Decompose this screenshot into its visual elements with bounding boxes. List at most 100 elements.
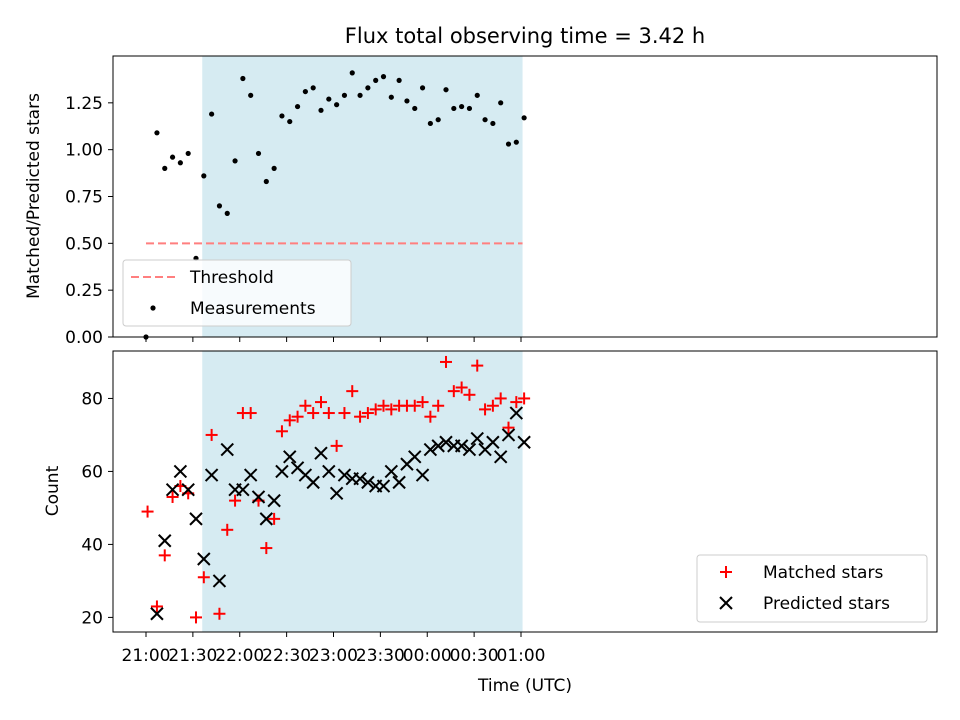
- bottom-legend-box: [696, 554, 928, 623]
- measurement-point: [154, 130, 160, 136]
- matched-star-point: [166, 490, 179, 503]
- top-y-tick-label: 0.50: [65, 234, 103, 254]
- matched-star-point: [471, 359, 484, 372]
- bottom-y-tick-label: 20: [81, 608, 103, 628]
- top-y-ticks: 0.00 0.25 0.50 0.75 1.00 1.25: [65, 94, 113, 348]
- matched-star-point: [244, 407, 257, 420]
- top-legend: Threshold Measurements: [122, 259, 352, 327]
- measurement-point: [263, 178, 269, 185]
- predicted-star-point: [322, 464, 336, 479]
- predicted-star-point: [431, 439, 445, 453]
- legend-matched-swatch: [720, 566, 732, 578]
- measurement-point: [451, 105, 457, 112]
- measurement-point: [255, 150, 262, 157]
- top-panel: 0.00 0.25 0.50 0.75 1.00 1.25 Flux total obse…: [24, 24, 938, 348]
- matched-star-point: [494, 392, 507, 405]
- matched-star-point: [330, 439, 343, 452]
- measurement-point: [302, 88, 308, 95]
- measurement-point: [505, 141, 512, 147]
- top-y-tick-label: 0.75: [65, 188, 103, 208]
- legend-predicted-label: Predicted stars: [763, 594, 890, 614]
- measurement-point: [341, 92, 348, 98]
- x-tick-label: 23:30: [356, 646, 405, 666]
- matched-star-point: [307, 407, 320, 420]
- bottom-x-ticks: 21:0021:3022:0022:3023:0023:3000:0000:30…: [122, 632, 546, 666]
- matched-star-point: [299, 399, 312, 412]
- measurement-point: [248, 92, 254, 98]
- measurement-point: [162, 165, 168, 171]
- legend-measurements-label: Measurements: [190, 299, 316, 319]
- predicted-star-point: [439, 435, 453, 449]
- predicted-star-point: [337, 468, 352, 482]
- measurement-point: [380, 74, 387, 80]
- bottom-y-axis-label: Count: [43, 465, 63, 516]
- matched-star-point: [455, 381, 468, 394]
- matched-star-point: [518, 392, 531, 405]
- top-chart-title: Flux total observing time = 3.42 h: [345, 24, 705, 48]
- matched-star-point: [260, 542, 273, 555]
- x-tick-label: 22:00: [215, 646, 264, 666]
- measurement-point: [513, 139, 519, 145]
- matched-star-point: [346, 385, 359, 398]
- top-y-tick-label: 1.25: [65, 94, 103, 114]
- predicted-star-point: [212, 574, 227, 588]
- measurement-point: [357, 92, 363, 98]
- predicted-star-point: [259, 512, 274, 526]
- measurement-point: [169, 154, 176, 160]
- predicted-star-point: [314, 446, 328, 460]
- measurement-point: [294, 103, 301, 110]
- top-y-tick-label: 0.00: [65, 328, 103, 348]
- matched-star-point: [190, 611, 202, 624]
- measurement-point: [490, 120, 496, 127]
- matched-star-point: [229, 494, 242, 507]
- matched-star-point: [486, 399, 499, 412]
- predicted-star-point: [306, 475, 320, 490]
- matched-star-point: [221, 523, 234, 536]
- x-tick-label: 01:00: [497, 646, 546, 666]
- top-y-tick-label: 1.00: [65, 141, 103, 161]
- x-tick-label: 00:00: [403, 646, 452, 666]
- matched-star-point: [369, 403, 382, 416]
- measurement-points: [143, 70, 527, 340]
- matched-star-point: [502, 421, 515, 434]
- measurement-point: [412, 105, 418, 112]
- measurement-point: [177, 160, 183, 166]
- matched-star-point: [432, 399, 445, 412]
- measurement-point: [427, 120, 433, 127]
- matched-star-point: [510, 396, 523, 409]
- predicted-star-points: [150, 406, 531, 621]
- measurement-point: [240, 75, 246, 82]
- predicted-star-point: [329, 486, 344, 501]
- measurement-point: [334, 102, 340, 108]
- measurement-point: [482, 117, 488, 123]
- predicted-star-point: [353, 472, 367, 486]
- bottom-y-tick-label: 60: [81, 462, 103, 482]
- measurement-point: [209, 111, 215, 117]
- measurement-point: [435, 117, 441, 123]
- measurement-point: [443, 87, 449, 93]
- bottom-observing-shade: [202, 351, 523, 632]
- legend-predicted-swatch: [719, 596, 733, 610]
- predicted-star-point: [423, 442, 438, 457]
- predicted-star-point: [275, 464, 289, 479]
- predicted-star-point: [251, 490, 266, 504]
- measurement-point: [279, 113, 285, 119]
- measurement-point: [498, 100, 504, 106]
- x-axis-label: Time (UTC): [477, 676, 572, 696]
- predicted-star-point: [493, 450, 508, 464]
- predicted-star-point: [361, 475, 375, 490]
- legend-measurements-swatch: [150, 305, 156, 311]
- measurement-point: [474, 92, 480, 98]
- predicted-star-point: [220, 442, 234, 457]
- matched-star-point: [416, 396, 429, 409]
- matched-star-point: [291, 410, 304, 423]
- matched-star-point: [213, 607, 226, 620]
- x-tick-label: 23:00: [309, 646, 358, 666]
- bottom-axes-frame: [112, 350, 938, 633]
- predicted-star-point: [173, 464, 188, 479]
- top-y-axis-label: Matched/Predicted stars: [24, 93, 44, 299]
- predicted-star-point: [267, 493, 281, 508]
- matched-star-point: [205, 428, 218, 441]
